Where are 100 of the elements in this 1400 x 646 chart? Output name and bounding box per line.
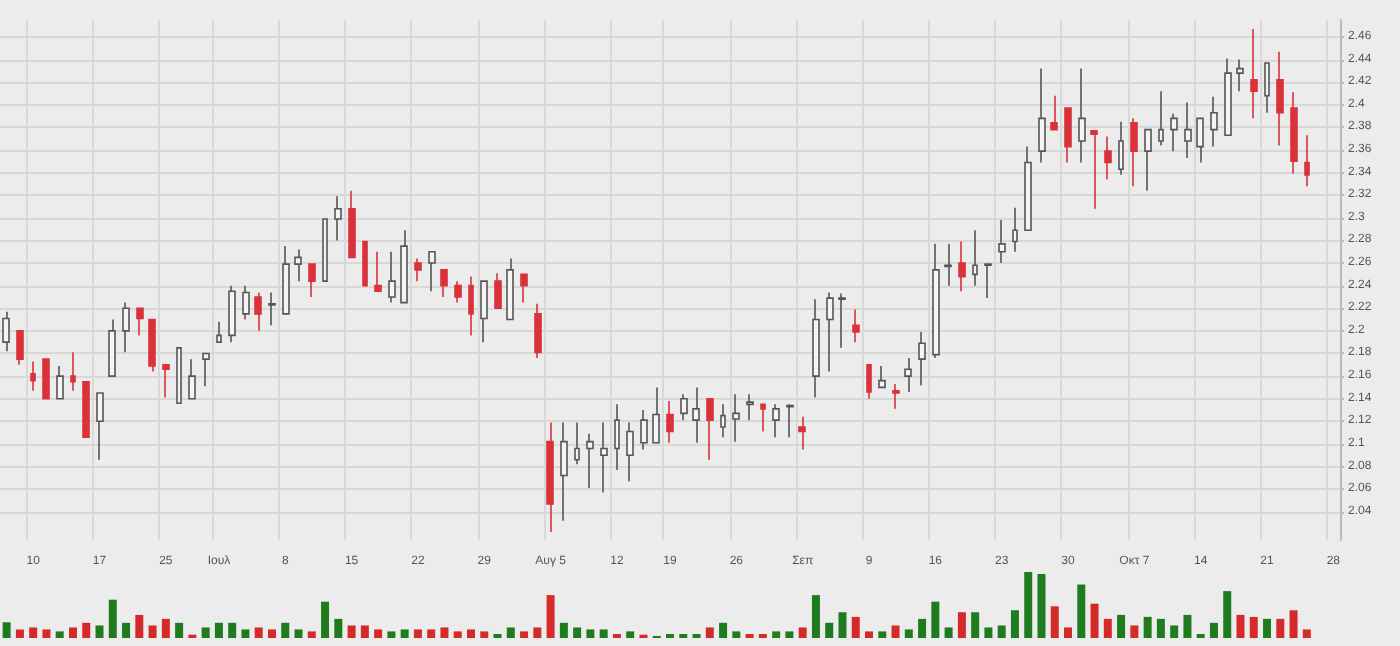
candlestick bbox=[534, 302, 542, 359]
candlestick bbox=[1090, 129, 1098, 210]
candlestick bbox=[228, 284, 236, 343]
bar bbox=[838, 612, 847, 638]
candlestick bbox=[640, 409, 648, 451]
candlestick bbox=[1012, 206, 1018, 253]
candlestick bbox=[1050, 94, 1058, 131]
candlestick bbox=[96, 392, 104, 461]
candlestick bbox=[1064, 107, 1072, 164]
candlestick bbox=[216, 321, 222, 343]
bar bbox=[95, 625, 104, 638]
bar bbox=[573, 627, 582, 638]
bar bbox=[466, 629, 475, 638]
bar bbox=[1024, 572, 1033, 638]
candlestick bbox=[586, 432, 594, 489]
candlestick bbox=[666, 400, 674, 444]
candlestick bbox=[440, 269, 448, 298]
bar bbox=[453, 631, 462, 638]
bar bbox=[1209, 622, 1218, 638]
bar bbox=[533, 627, 542, 638]
bar bbox=[891, 625, 900, 638]
bar bbox=[267, 629, 276, 638]
bar bbox=[971, 612, 980, 638]
candlestick bbox=[254, 291, 262, 332]
bar bbox=[944, 627, 953, 638]
bar bbox=[586, 629, 595, 638]
candlestick bbox=[388, 250, 396, 304]
candlestick bbox=[838, 292, 846, 349]
bar bbox=[1223, 591, 1232, 638]
candlestick bbox=[520, 273, 528, 304]
candlestick bbox=[574, 421, 580, 466]
candlestick bbox=[892, 383, 900, 410]
candlestick bbox=[626, 421, 634, 483]
candlestick bbox=[1118, 120, 1124, 176]
candlestick bbox=[1038, 67, 1046, 164]
bar bbox=[241, 629, 250, 638]
bar bbox=[798, 627, 807, 638]
candlestick bbox=[70, 351, 76, 392]
bar bbox=[1289, 610, 1298, 638]
bar bbox=[440, 627, 449, 638]
candlestick bbox=[1224, 57, 1232, 137]
bar bbox=[360, 625, 369, 638]
candlestick bbox=[414, 257, 422, 282]
bar bbox=[772, 631, 781, 638]
bar bbox=[851, 616, 860, 638]
candlestick bbox=[188, 358, 196, 400]
candlestick bbox=[108, 318, 116, 377]
candlestick bbox=[812, 298, 820, 399]
bar bbox=[1117, 614, 1126, 638]
candlestick bbox=[2, 310, 10, 353]
candlestick bbox=[600, 421, 608, 494]
candlestick bbox=[972, 229, 978, 287]
candlestick bbox=[904, 357, 912, 393]
candlestick bbox=[1304, 134, 1310, 187]
bar bbox=[825, 622, 834, 638]
candlestick bbox=[760, 403, 766, 433]
candlestick bbox=[944, 243, 952, 287]
candlestick bbox=[268, 291, 276, 327]
bar bbox=[82, 622, 91, 638]
bar bbox=[997, 625, 1006, 638]
bar bbox=[254, 627, 263, 638]
bar bbox=[1037, 573, 1046, 638]
candlestick bbox=[506, 257, 514, 321]
candlestick bbox=[1170, 113, 1178, 152]
candlestick bbox=[202, 352, 210, 388]
bar bbox=[294, 629, 303, 638]
candlestick bbox=[1290, 91, 1298, 175]
bar bbox=[1143, 616, 1152, 638]
bar bbox=[281, 622, 290, 638]
candlestick bbox=[1250, 28, 1258, 120]
candlestick bbox=[852, 308, 860, 343]
candlestick bbox=[866, 363, 872, 400]
bar bbox=[984, 627, 993, 638]
bar bbox=[42, 629, 51, 638]
candlestick bbox=[546, 421, 554, 533]
candlestick bbox=[1264, 62, 1270, 114]
bar bbox=[161, 618, 170, 638]
bar bbox=[865, 631, 874, 638]
bar bbox=[1077, 584, 1086, 638]
bar bbox=[546, 595, 555, 638]
bar bbox=[1183, 614, 1192, 638]
candlestick bbox=[16, 330, 24, 366]
candlestick bbox=[82, 380, 90, 438]
candlestick bbox=[322, 218, 328, 282]
bar bbox=[1170, 625, 1179, 638]
candlestick bbox=[136, 307, 144, 337]
bar bbox=[307, 631, 316, 638]
candlestick bbox=[984, 263, 992, 299]
bar bbox=[427, 629, 436, 638]
candlestick bbox=[1210, 96, 1218, 148]
bar bbox=[122, 622, 131, 638]
bar bbox=[878, 631, 887, 638]
bar bbox=[15, 629, 24, 638]
bar bbox=[1156, 618, 1165, 638]
candlestick bbox=[1158, 90, 1164, 147]
candlestick bbox=[614, 403, 620, 471]
candlestick bbox=[680, 393, 688, 421]
candlestick bbox=[162, 363, 170, 399]
bar bbox=[559, 622, 568, 638]
bar bbox=[1302, 629, 1311, 638]
